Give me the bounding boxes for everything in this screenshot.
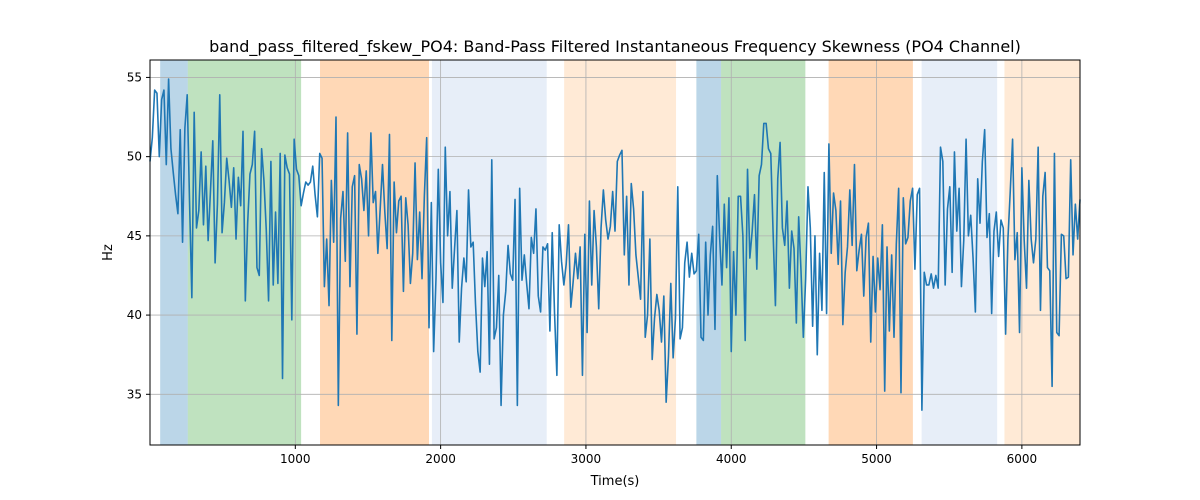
shaded-band-6 bbox=[696, 60, 722, 445]
x-tick-label-5: 5000 bbox=[861, 452, 892, 466]
shaded-band-4 bbox=[431, 60, 547, 445]
x-tick-label-3: 3000 bbox=[571, 452, 602, 466]
axis-ticks: 1000 2000 3000 4000 5000 6000 35 40 45 50 55 bbox=[127, 70, 1037, 466]
grid-lines bbox=[150, 60, 1080, 445]
x-tick-label-6: 6000 bbox=[1007, 452, 1038, 466]
x-tick-label-2: 2000 bbox=[425, 452, 456, 466]
x-axis-label: Time(s) bbox=[590, 474, 640, 489]
chart-title: band_pass_filtered_fskew_PO4: Band-Pass … bbox=[209, 37, 1021, 57]
y-axis-label: Hz bbox=[101, 244, 116, 261]
y-tick-label-5: 55 bbox=[127, 70, 142, 84]
y-tick-label-2: 40 bbox=[127, 308, 142, 322]
plot-frame bbox=[149, 59, 1081, 446]
y-tick-label-1: 35 bbox=[127, 387, 142, 401]
x-tick-label-1: 1000 bbox=[280, 452, 311, 466]
shaded-bands bbox=[160, 60, 1080, 445]
y-tick-label-3: 45 bbox=[127, 229, 142, 243]
y-tick-label-4: 50 bbox=[127, 150, 142, 164]
shaded-band-9 bbox=[921, 60, 998, 445]
shaded-band-5 bbox=[564, 60, 677, 445]
x-tick-label-4: 4000 bbox=[716, 452, 747, 466]
data-line-layer bbox=[149, 78, 1081, 411]
data-series-line-1 bbox=[149, 78, 1081, 411]
